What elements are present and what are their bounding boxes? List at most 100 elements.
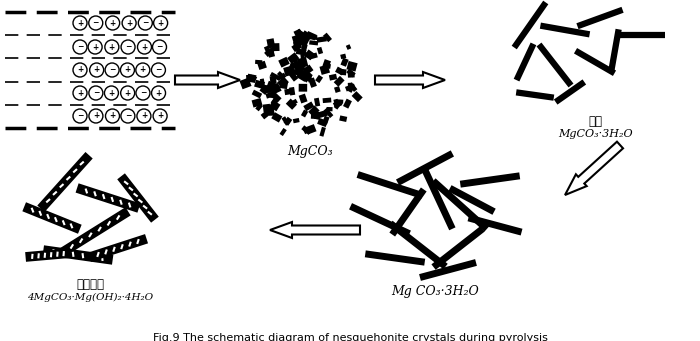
- Bar: [346, 68, 356, 77]
- Bar: [279, 128, 287, 136]
- Bar: [297, 57, 308, 69]
- Bar: [292, 34, 302, 43]
- Bar: [314, 98, 320, 107]
- Bar: [348, 86, 354, 93]
- Bar: [302, 67, 309, 76]
- Bar: [323, 108, 333, 118]
- Bar: [260, 78, 265, 84]
- Bar: [329, 74, 337, 80]
- Bar: [267, 49, 275, 58]
- Text: +: +: [140, 65, 146, 74]
- Bar: [276, 73, 286, 81]
- Bar: [299, 35, 310, 46]
- Text: 4MgCO₃·Mg(OH)₂·4H₂O: 4MgCO₃·Mg(OH)₂·4H₂O: [27, 293, 153, 302]
- Text: MgCO₃·3H₂O: MgCO₃·3H₂O: [558, 129, 632, 139]
- Bar: [264, 46, 270, 53]
- Bar: [299, 35, 305, 45]
- Bar: [324, 63, 331, 69]
- Bar: [255, 60, 262, 64]
- Bar: [349, 83, 358, 92]
- Bar: [323, 59, 331, 68]
- Bar: [239, 78, 251, 89]
- Bar: [284, 117, 293, 126]
- Bar: [274, 43, 279, 51]
- Bar: [293, 41, 302, 47]
- Bar: [293, 61, 305, 72]
- Text: −: −: [77, 43, 83, 51]
- Text: +: +: [155, 89, 162, 98]
- Bar: [270, 90, 276, 99]
- Bar: [351, 91, 363, 102]
- Text: −: −: [125, 112, 131, 120]
- Bar: [270, 72, 281, 80]
- Text: +: +: [157, 112, 163, 120]
- Text: −: −: [77, 112, 83, 120]
- Bar: [345, 84, 356, 91]
- Bar: [340, 69, 346, 75]
- Bar: [297, 71, 305, 78]
- Bar: [272, 83, 281, 93]
- Text: 棒状: 棒状: [588, 115, 602, 128]
- Text: +: +: [126, 18, 132, 28]
- Bar: [301, 44, 308, 51]
- Bar: [319, 127, 326, 137]
- Bar: [287, 52, 300, 64]
- Text: +: +: [125, 65, 131, 74]
- Bar: [298, 63, 305, 72]
- Bar: [288, 71, 298, 81]
- Bar: [319, 64, 330, 75]
- Bar: [306, 31, 317, 41]
- Text: −: −: [109, 65, 116, 74]
- Text: −: −: [155, 65, 162, 74]
- Bar: [272, 112, 282, 122]
- Bar: [340, 58, 349, 67]
- Bar: [304, 64, 314, 74]
- Bar: [293, 57, 300, 67]
- Text: −: −: [125, 43, 131, 51]
- Bar: [267, 38, 275, 48]
- Bar: [291, 42, 302, 52]
- Text: +: +: [109, 18, 116, 28]
- Bar: [306, 124, 316, 134]
- Text: 多孔棒状: 多孔棒状: [76, 278, 104, 291]
- Bar: [317, 118, 328, 127]
- Bar: [316, 36, 327, 43]
- Bar: [260, 109, 272, 119]
- Bar: [279, 57, 290, 68]
- Bar: [254, 80, 265, 89]
- Bar: [293, 29, 304, 39]
- Bar: [260, 84, 270, 95]
- Text: MgCO₃: MgCO₃: [287, 145, 332, 158]
- Bar: [270, 76, 276, 84]
- Bar: [302, 30, 312, 40]
- Bar: [269, 100, 281, 111]
- Bar: [286, 99, 297, 110]
- Bar: [265, 81, 278, 93]
- Bar: [308, 105, 320, 117]
- Bar: [336, 99, 343, 104]
- Bar: [317, 110, 328, 118]
- Bar: [251, 98, 262, 107]
- Bar: [346, 44, 351, 50]
- Bar: [296, 29, 304, 37]
- Text: Mg CO₃·3H₂O: Mg CO₃·3H₂O: [391, 285, 479, 298]
- Text: −: −: [92, 18, 99, 28]
- Bar: [343, 99, 352, 109]
- Bar: [299, 84, 307, 92]
- Bar: [323, 33, 332, 42]
- Bar: [246, 74, 256, 83]
- Bar: [289, 87, 295, 95]
- Bar: [300, 70, 313, 83]
- Bar: [246, 75, 252, 82]
- Bar: [251, 75, 257, 81]
- Text: +: +: [108, 43, 115, 51]
- Bar: [299, 94, 307, 103]
- Text: −: −: [140, 89, 146, 98]
- Bar: [334, 86, 341, 93]
- Bar: [290, 62, 300, 70]
- Bar: [265, 91, 276, 99]
- Bar: [333, 99, 339, 104]
- Bar: [311, 113, 320, 119]
- Text: Fig.9 The schematic diagram of nesquehonite crystals during pyrolysis: Fig.9 The schematic diagram of nesquehon…: [153, 333, 547, 341]
- Bar: [293, 37, 302, 45]
